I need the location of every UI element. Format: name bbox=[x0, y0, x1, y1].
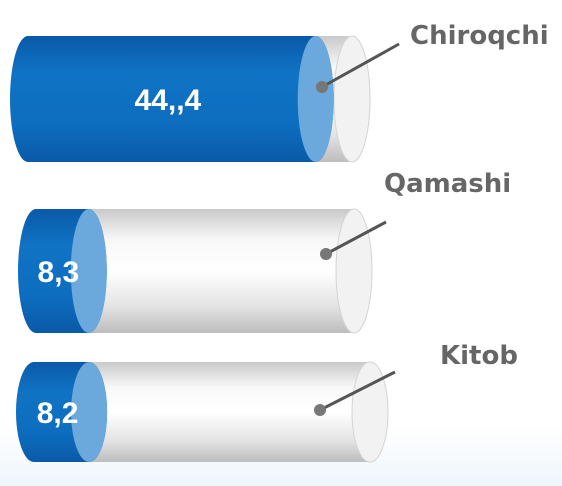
category-label: Kitob bbox=[440, 341, 518, 371]
cylinder-tube bbox=[18, 209, 372, 333]
bar-cap bbox=[71, 362, 108, 462]
category-label: Chiroqchi bbox=[410, 21, 549, 51]
bar-cap bbox=[70, 209, 107, 333]
value-label: 44,,4 bbox=[134, 84, 201, 117]
cylinder-end-cap bbox=[351, 361, 389, 463]
leader-line bbox=[321, 42, 400, 89]
leader-line bbox=[325, 220, 387, 256]
value-label: 8,2 bbox=[37, 397, 79, 430]
cylinder-end-cap bbox=[335, 208, 373, 334]
leader-dot bbox=[320, 248, 332, 260]
category-label: Qamashi bbox=[384, 169, 511, 199]
bar-group-chiroqchi: 44,,4 Chiroqchi bbox=[10, 21, 549, 163]
bar-cap bbox=[297, 36, 334, 162]
cylinder-end-cap bbox=[333, 35, 371, 163]
bar-group-qamashi: 8,3 Qamashi bbox=[18, 169, 511, 334]
cylinder-tube bbox=[16, 362, 388, 462]
bar-chiroqchi bbox=[10, 36, 334, 162]
leader-line bbox=[319, 370, 396, 412]
value-label: 8,3 bbox=[38, 256, 80, 289]
leader-dot bbox=[314, 404, 326, 416]
bar-group-kitob: 8,2 Kitob bbox=[16, 341, 518, 463]
leader-dot bbox=[316, 81, 328, 93]
